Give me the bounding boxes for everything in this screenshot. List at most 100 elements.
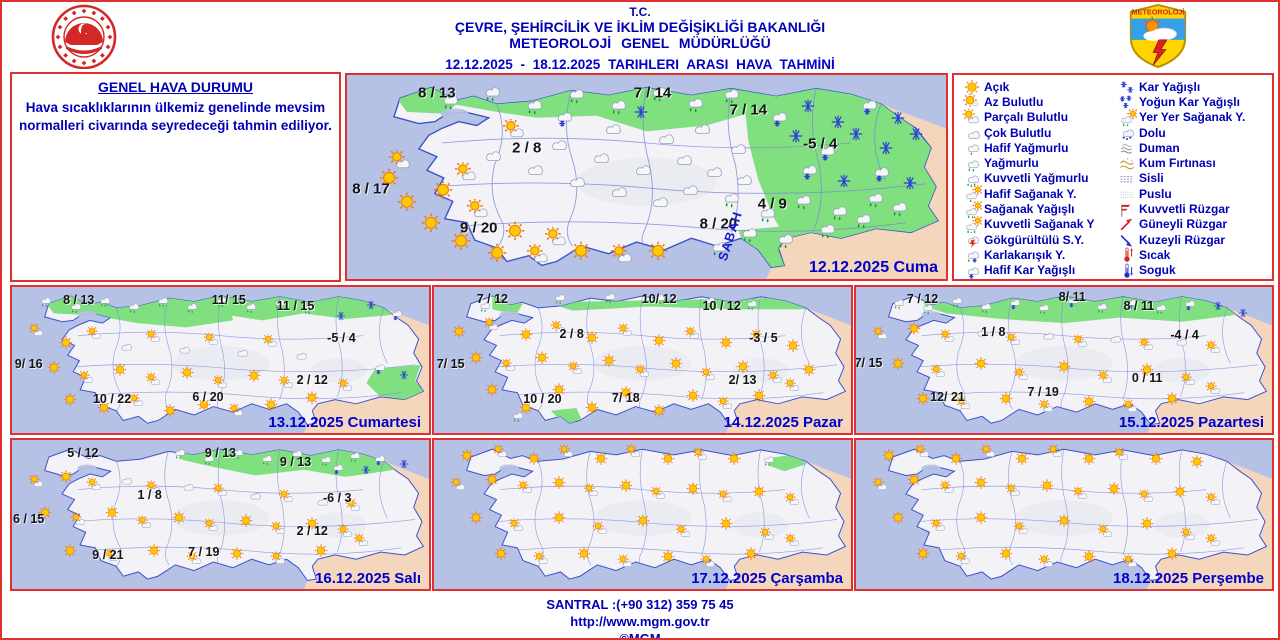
sun-cloud-icon — [930, 518, 948, 534]
sun-icon — [195, 396, 212, 411]
sun-cloud-icon — [534, 550, 551, 567]
map-date-label: 16.12.2025 Salı — [315, 570, 421, 587]
sun-cloud-icon — [1039, 398, 1056, 414]
sun-icon — [1147, 450, 1164, 465]
cloud-icon — [688, 115, 713, 137]
sun-cloud-icon — [930, 363, 948, 379]
sun-icon — [551, 382, 568, 397]
legend-item-right-6: Sisli — [1115, 171, 1270, 186]
temperature-label: 11 / 15 — [276, 298, 315, 313]
sun-cloud-icon — [784, 533, 801, 549]
rain-cloud-icon — [345, 447, 362, 463]
sun-icon — [659, 450, 676, 465]
legend-item-label: Az Bulutlu — [984, 94, 1044, 109]
legend-item-right-5: Kum Fırtınası — [1115, 155, 1270, 170]
sun-cloud-icon — [939, 479, 956, 495]
sun-icon — [592, 450, 609, 465]
temperature-label: 8 / 17 — [352, 180, 390, 198]
rain-cloud-icon — [316, 452, 333, 467]
sandstorm-icon — [1115, 155, 1139, 172]
ministry-seal-svg — [51, 4, 117, 70]
legend-item-label: Sağanak Yağışlı — [984, 202, 1075, 217]
sun-icon — [1080, 549, 1097, 564]
sun-icon — [312, 543, 329, 558]
snowflake-icon — [1209, 298, 1226, 313]
sun-cloud-icon — [137, 515, 154, 531]
header-ministry-title: ÇEVRE, ŞEHİRCİLİK VE İKLİM DEĞİŞİKLİĞİ B… — [454, 19, 826, 35]
temperature-label: 4 / 9 — [757, 195, 787, 213]
temperature-label: 10 / 20 — [523, 392, 562, 407]
snowflake-icon — [358, 462, 375, 477]
header-titles: T.C. ÇEVRE, ŞEHİRCİLİK VE İKLİM DEĞİŞİKL… — [162, 5, 1118, 72]
snow-icon — [1115, 78, 1139, 95]
sun-cloud-icon — [262, 334, 279, 350]
sun-cloud-icon — [567, 360, 584, 376]
south-wind-arrow-icon — [1115, 216, 1139, 233]
snow-cloud-icon — [1006, 294, 1023, 309]
sun-cloud-icon — [717, 395, 734, 411]
mgm-shield-svg: METEOROLOJİ — [1129, 3, 1187, 69]
sun-icon — [634, 513, 651, 528]
light-shower-icon — [960, 185, 984, 203]
turkey-map-svg — [12, 287, 429, 433]
temperature-label: 10 / 12 — [702, 298, 741, 313]
mgm-logo: METEOROLOJİ — [1126, 3, 1190, 74]
sun-icon — [262, 396, 279, 411]
sun-cloud-icon — [717, 488, 734, 504]
sun-icon — [484, 382, 501, 397]
sun-cloud-icon — [955, 395, 973, 411]
legend-column-left: Açık Az Bulutlu Parçalı Bulutlu Çok Bulutlu… — [960, 79, 1115, 279]
snowflake-icon — [784, 125, 809, 147]
sun-icon — [947, 450, 964, 465]
cloud-icon — [520, 156, 545, 178]
sun-cloud-icon — [337, 378, 354, 394]
snowflake-icon — [395, 456, 412, 471]
sun-cloud-icon — [1138, 488, 1156, 504]
legend-item-label: Sisli — [1139, 171, 1164, 186]
sun-cloud-icon — [701, 366, 718, 382]
header-tc: T.C. — [629, 5, 651, 19]
legend-item-left-9: Kuvvetli Sağanak Y — [960, 215, 1115, 233]
sun-icon — [889, 355, 906, 370]
hot-thermometer-icon — [1115, 246, 1139, 263]
temperature-label: 9 / 20 — [460, 219, 498, 237]
sun-icon — [237, 513, 254, 528]
heavy-rain-icon — [960, 170, 984, 187]
temperature-label: 1 / 8 — [137, 488, 162, 503]
sun-cloud-icon — [1205, 380, 1222, 397]
sun-cloud-icon — [1047, 443, 1064, 459]
sun-cloud-icon — [1180, 527, 1197, 543]
temperature-label: 2/ 13 — [728, 373, 757, 388]
sun-cloud-icon — [1072, 334, 1089, 350]
sun-cloud-icon — [751, 328, 768, 344]
sun-icon — [502, 219, 527, 241]
snowflake-icon — [1234, 306, 1251, 321]
rain-cloud-icon — [651, 290, 668, 305]
legend-item-label: Soguk — [1139, 263, 1176, 278]
sun-cloud-icon — [955, 550, 973, 567]
sun-icon — [801, 361, 818, 376]
rain-cloud-icon — [154, 293, 171, 308]
light-snow-icon — [960, 262, 984, 279]
sun-icon — [484, 241, 509, 263]
sun-cloud-icon — [87, 325, 104, 341]
sun-icon — [576, 546, 593, 561]
rain-cloud-icon — [718, 186, 743, 208]
legend-item-label: Kuzeyli Rüzgar — [1139, 232, 1226, 247]
sun-icon — [997, 390, 1014, 405]
sun-cloud-icon — [767, 369, 784, 385]
shower-icon — [960, 200, 984, 218]
rain-cloud-icon — [886, 195, 911, 217]
rain-cloud-icon — [736, 221, 761, 243]
sun-cloud-icon — [492, 443, 509, 459]
temperature-label: 9 / 13 — [204, 446, 237, 461]
legend-box: Açık Az Bulutlu Parçalı Bulutlu Çok Bulutlu… — [952, 73, 1274, 281]
legend-item-left-10: Gökgürültülü S.Y. — [960, 232, 1115, 249]
legend-item-left-7: Hafif Sağanak Y. — [960, 185, 1115, 203]
cloud-icon — [1039, 326, 1056, 341]
cloud-icon — [179, 477, 196, 492]
sun-cloud-icon — [684, 325, 701, 341]
turkey-map-svg — [12, 440, 429, 589]
sun-cloud-icon — [103, 548, 121, 564]
sun-icon — [1172, 483, 1189, 498]
